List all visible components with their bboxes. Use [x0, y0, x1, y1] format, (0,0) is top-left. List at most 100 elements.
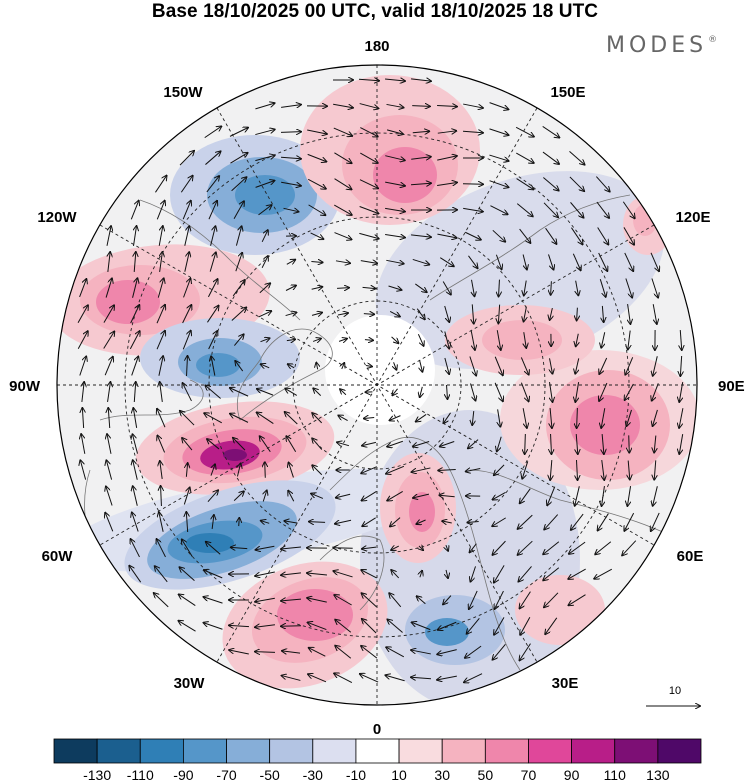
wind-vector-arrow — [79, 357, 86, 376]
wind-vector-arrow — [311, 262, 322, 263]
wind-vector-arrow — [359, 179, 378, 189]
wind-vector-arrow — [443, 412, 451, 423]
wind-vector-arrow — [209, 252, 216, 272]
lon-label-60w: 60W — [42, 548, 74, 565]
wind-vector-arrow — [385, 675, 405, 682]
wind-vector-arrow — [235, 253, 242, 272]
wind-vector-arrow — [285, 412, 298, 425]
wind-vector-arrow — [261, 256, 268, 269]
anomaly-region — [277, 589, 353, 641]
wind-vector-arrow — [551, 281, 552, 295]
wind-vector-arrow — [412, 467, 431, 472]
wind-vector-arrow — [256, 545, 275, 550]
wind-vector-arrow — [653, 356, 658, 375]
wind-vector-arrow — [416, 520, 426, 524]
wind-vector-arrow — [622, 540, 637, 556]
wind-vector-arrow — [472, 304, 473, 323]
wind-vector-arrow — [133, 486, 138, 506]
wind-vector-arrow — [412, 258, 429, 264]
wind-vector-arrow — [204, 623, 223, 630]
wind-vector-arrow — [312, 413, 323, 424]
wind-vector-arrow — [285, 285, 296, 291]
wind-vector-arrow — [182, 201, 191, 220]
wind-vector-arrow — [385, 79, 405, 81]
wind-vector-arrow — [282, 676, 301, 681]
wind-vector-arrow — [386, 104, 404, 107]
wind-vector-arrow — [129, 566, 142, 583]
wind-vector-arrow — [233, 438, 246, 451]
wind-vector-arrow — [525, 433, 526, 454]
wind-vector-arrow — [204, 413, 223, 424]
wind-vector-arrow — [387, 490, 403, 500]
wind-vector-arrow — [261, 230, 268, 243]
wind-vector-arrow — [286, 339, 295, 340]
colorbar-tick-label: 30 — [434, 767, 450, 783]
colorbar-tick-label: -50 — [260, 767, 280, 783]
wind-vector-arrow — [570, 202, 584, 217]
wind-vector-arrow — [416, 414, 427, 421]
colorbar-swatch — [528, 738, 573, 764]
wind-vector-arrow — [284, 521, 298, 523]
wind-vector-arrow — [258, 205, 272, 216]
wind-vector-arrow — [364, 340, 373, 341]
wind-vector-arrow — [130, 305, 140, 324]
modes-logo: MODES® — [606, 33, 718, 58]
wind-vector-arrow — [550, 407, 552, 428]
wind-vector-arrow — [437, 156, 457, 161]
wind-vector-arrow — [411, 677, 432, 678]
wind-vector-arrow — [652, 304, 657, 324]
wind-vector-arrow — [360, 674, 379, 683]
wind-vector-arrow — [362, 547, 377, 549]
wind-vector-arrow — [576, 433, 578, 454]
wind-vector-arrow — [415, 283, 426, 292]
wind-vector-arrow — [494, 356, 503, 376]
wind-vector-arrow — [309, 522, 326, 523]
lon-label-180: 180 — [364, 38, 389, 55]
wind-vector-arrow — [550, 459, 552, 480]
wind-vector-arrow — [522, 254, 527, 270]
wind-vector-arrow — [337, 288, 349, 289]
colorbar-swatch — [657, 738, 702, 764]
wind-vector-arrow — [361, 570, 377, 579]
wind-vector-arrow — [420, 386, 423, 397]
wind-vector-arrow — [235, 226, 241, 246]
wind-vector-arrow — [576, 333, 579, 347]
wind-vector-arrow — [495, 254, 501, 270]
anomaly-region — [425, 618, 469, 646]
colorbar-swatch — [226, 738, 271, 764]
colorbar-swatch — [484, 738, 529, 764]
wind-vector-arrow — [524, 280, 526, 296]
wind-vector-arrow — [498, 304, 499, 324]
wind-vector-arrow — [494, 464, 505, 475]
wind-vector-arrow — [132, 434, 138, 454]
wind-vector-arrow — [469, 590, 478, 609]
lon-label-0: 0 — [373, 721, 381, 738]
wind-vector-arrow — [494, 617, 505, 634]
wind-vector-arrow — [230, 153, 247, 164]
wind-vector-arrow — [465, 645, 482, 658]
wind-vector-arrow — [230, 388, 249, 397]
wind-vector-arrow — [628, 304, 631, 324]
wind-vector-arrow — [334, 152, 351, 163]
wind-vector-arrow — [520, 382, 528, 402]
wind-vector-arrow — [231, 547, 248, 548]
wind-vector-arrow — [420, 571, 422, 578]
wind-vector-arrow — [338, 339, 347, 342]
wind-vector-arrow — [255, 129, 274, 136]
wind-vector-arrow — [233, 491, 244, 502]
colorbar-tick-label: 50 — [478, 767, 494, 783]
colorbar-swatch — [139, 738, 184, 764]
anomaly-region — [373, 147, 437, 203]
colorbar-swatch — [571, 738, 616, 764]
wind-vector-arrow — [651, 278, 658, 297]
wind-vector-arrow — [334, 595, 352, 606]
wind-vector-arrow — [210, 226, 216, 246]
wind-vector-arrow — [550, 358, 553, 373]
wind-vector-arrow — [597, 227, 609, 245]
wind-vector-arrow — [499, 279, 500, 297]
wind-vector-arrow — [624, 512, 635, 531]
wind-vector-arrow — [157, 539, 166, 558]
wind-vector-arrow — [132, 513, 139, 532]
wind-vector-arrow — [285, 312, 297, 315]
wind-vector-arrow — [542, 151, 559, 164]
